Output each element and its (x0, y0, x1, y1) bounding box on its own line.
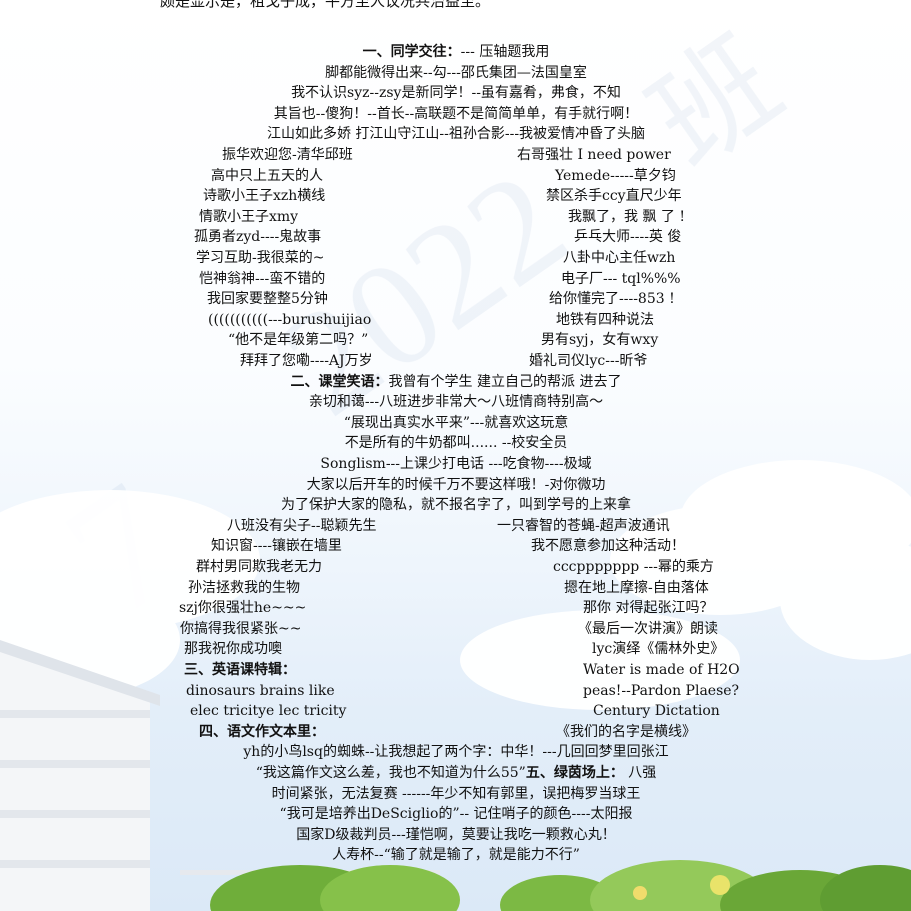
section-heading: 五、绿茵场上： (525, 765, 624, 781)
text-fragment: 江山如此多娇 打江山守江山--祖孙合影---我被爱情冲昏了头脑 (266, 126, 646, 143)
section-heading: 二、课堂笑语： (290, 373, 389, 390)
centered-text: 我不认识syz--zsy是新同学！--虽有嘉肴，弗食，不知 (291, 83, 621, 103)
left-column-text: (((((((((((---burushuijiao (208, 311, 372, 328)
right-column-text: lyc演绎《儒林外史》 (592, 641, 725, 658)
left-column-text: 诗歌小王子xzh横线 (203, 188, 326, 205)
right-column-text: Century Dictation (593, 703, 720, 720)
right-column-text: peas!--Pardon Plaese? (583, 682, 740, 699)
left-column-text: szj你很强壮he~~~ (179, 600, 307, 617)
left-column-text: 你搞得我很紧张~~ (180, 620, 302, 637)
left-column-text: 高中只上五天的人 (211, 167, 323, 184)
left-column-text: 群村男同欺我老无力 (196, 559, 322, 575)
centered-text: 脚都能微得出来--勾---邵氏集团—法国皇室 (325, 63, 587, 83)
right-column-text: cccppppppp ---幂的乘方 (553, 559, 714, 575)
left-column-text: 情歌小王子xmy (199, 208, 299, 225)
top-partial-text: 颇是显示是，租戈子成，平方至人议况共治益至。 (160, 0, 491, 10)
right-column-text: 我飘了，我 飘 了 ! (568, 208, 685, 225)
right-column-text: 婚礼司仪lyc---昕爷 (529, 353, 648, 369)
text-fragment: 其旨也--傻狗！--首长--高联题不是简简单单，有手就行啊！ (273, 105, 639, 122)
left-column-text: 八班没有尖子--聪颖先生 (227, 517, 377, 534)
right-column-text: 一只睿智的苍蝇-超声波通讯 (497, 517, 670, 534)
left-column-text: dinosaurs brains like (186, 682, 335, 699)
left-column-text: 振华欢迎您-清华邱班 (222, 147, 353, 163)
left-column-text: 我回家要整整5分钟 (207, 291, 328, 308)
text-fragment: 大家以后开车的时候千万不要这样哦！-对你微功 (306, 476, 606, 493)
text-fragment: yh的小鸟lsq的蜘蛛--让我想起了两个字：中华！---几回回梦里回张江 (243, 744, 669, 761)
centered-text: Songlism---上课少打电话 ---吃食物----极域 (320, 454, 591, 474)
text-fragment: 我曾有个学生 建立自己的帮派 进去了 (388, 373, 622, 390)
centered-text: 时间紧张，无法复赛 ------年少不知有郭里，误把梅罗当球王 (272, 784, 641, 804)
centered-text: 亲切和蔼---八班进步非常大～八班情商特别高～ (309, 392, 603, 412)
text-fragment: 国家D级裁判员---瑾恺啊，莫要让我吃一颗救心丸！ (296, 826, 616, 843)
text-fragment: --- 压轴题我用 (460, 44, 550, 60)
left-column-text: 拜拜了您嘞----AJ万岁 (240, 353, 373, 369)
centered-text: “我这篇作文这么差，我也不知道为什么55”五、绿茵场上： 八强 (256, 763, 657, 783)
right-column-text: 摁在地上摩擦-自由落体 (564, 579, 709, 596)
right-column-text: 那你 对得起张江吗？ (583, 600, 714, 617)
left-column-text: 学习互助-我很菜的~ (196, 250, 325, 266)
text-fragment: 为了保护大家的隐私，就不报名字了，叫到学号的上来拿 (281, 497, 631, 514)
centered-text: “展现出真实水平来”---就喜欢这玩意 (344, 413, 569, 433)
right-column-text: 《我们的名字是横线》 (556, 723, 696, 740)
centered-text: 大家以后开车的时候千万不要这样哦！-对你微功 (307, 475, 606, 495)
centered-text: 一、同学交往：--- 压轴题我用 (363, 42, 550, 62)
right-column-text: Yemede-----草夕钧 (555, 167, 676, 184)
text-fragment: 八强 (623, 765, 657, 781)
section-heading: 三、英语课特辑： (184, 662, 296, 678)
text-fragment: “我这篇作文这么差，我也不知道为什么55” (255, 765, 526, 781)
right-column-text: 《最后一次讲演》朗读 (578, 620, 718, 637)
left-column-text: 恺神翁神---蛮不错的 (199, 270, 326, 287)
text-fragment: “展现出真实水平来”---就喜欢这玩意 (343, 414, 569, 431)
right-column-text: 给你懂完了----853 ! (549, 291, 675, 308)
right-column-text: 地铁有四种说法 (556, 311, 654, 328)
text-fragment: 人寿杯--“输了就是输了，就是能力不行” (332, 847, 580, 864)
centered-text: 二、课堂笑语：我曾有个学生 建立自己的帮派 进去了 (291, 372, 622, 392)
section-heading: 一、同学交往： (362, 44, 461, 60)
text-fragment: 我不认识syz--zsy是新同学！--虽有嘉肴，弗食，不知 (291, 85, 621, 102)
right-column-text: 乒乓大师----英 俊 (574, 229, 682, 246)
section-heading: 四、语文作文本里： (199, 723, 325, 740)
text-fragment: 脚都能微得出来--勾---邵氏集团—法国皇室 (325, 64, 587, 81)
right-column-text: 右哥强壮 I need power (517, 147, 671, 163)
text-fragment: “我可是培养出DeSciglio的”-- 记住哨子的颜色----太阳报 (279, 806, 633, 823)
right-column-text: 男有syj，女有wxy (541, 332, 659, 349)
left-column-text: 孤勇者zyd----鬼故事 (194, 229, 322, 246)
right-column-text: Water is made of H2O (583, 662, 740, 678)
right-column-text: 禁区杀手ccy直尺少年 (546, 188, 682, 205)
centered-text: 不是所有的牛奶都叫...... --校安全员 (345, 433, 568, 453)
centered-text: 为了保护大家的隐私，就不报名字了，叫到学号的上来拿 (281, 495, 631, 515)
centered-text: 人寿杯--“输了就是输了，就是能力不行” (332, 845, 580, 865)
left-column-text: 知识窗----镶嵌在墙里 (211, 538, 342, 555)
left-column-text: 孙洁拯救我的生物 (188, 579, 300, 596)
text-fragment: 亲切和蔼---八班进步非常大～八班情商特别高～ (308, 394, 604, 411)
right-column-text: 我不愿意参加这种活动！ (531, 538, 685, 555)
text-fragment: 时间紧张，无法复赛 ------年少不知有郭里，误把梅罗当球王 (271, 785, 641, 802)
text-fragment: 不是所有的牛奶都叫...... --校安全员 (344, 435, 568, 452)
text-fragment: Songlism---上课少打电话 ---吃食物----极域 (320, 456, 592, 472)
left-column-text: elec tricitye lec tricity (190, 703, 347, 720)
right-column-text: 八卦中心主任wzh (563, 250, 676, 266)
centered-text: “我可是培养出DeSciglio的”-- 记住哨子的颜色----太阳报 (280, 804, 633, 824)
centered-text: yh的小鸟lsq的蜘蛛--让我想起了两个字：中华！---几回回梦里回张江 (243, 742, 668, 762)
centered-text: 其旨也--傻狗！--首长--高联题不是简简单单，有手就行啊！ (274, 104, 638, 124)
right-column-text: 电子厂--- tql%%% (561, 270, 681, 287)
centered-text: 国家D级裁判员---瑾恺啊，莫要让我吃一颗救心丸！ (296, 825, 615, 845)
centered-text: 江山如此多娇 打江山守江山--祖孙合影---我被爱情冲昏了头脑 (267, 124, 645, 144)
left-column-text: “他不是年级第二吗？” (228, 332, 369, 349)
left-column-text: 那我祝你成功噢 (184, 641, 282, 658)
